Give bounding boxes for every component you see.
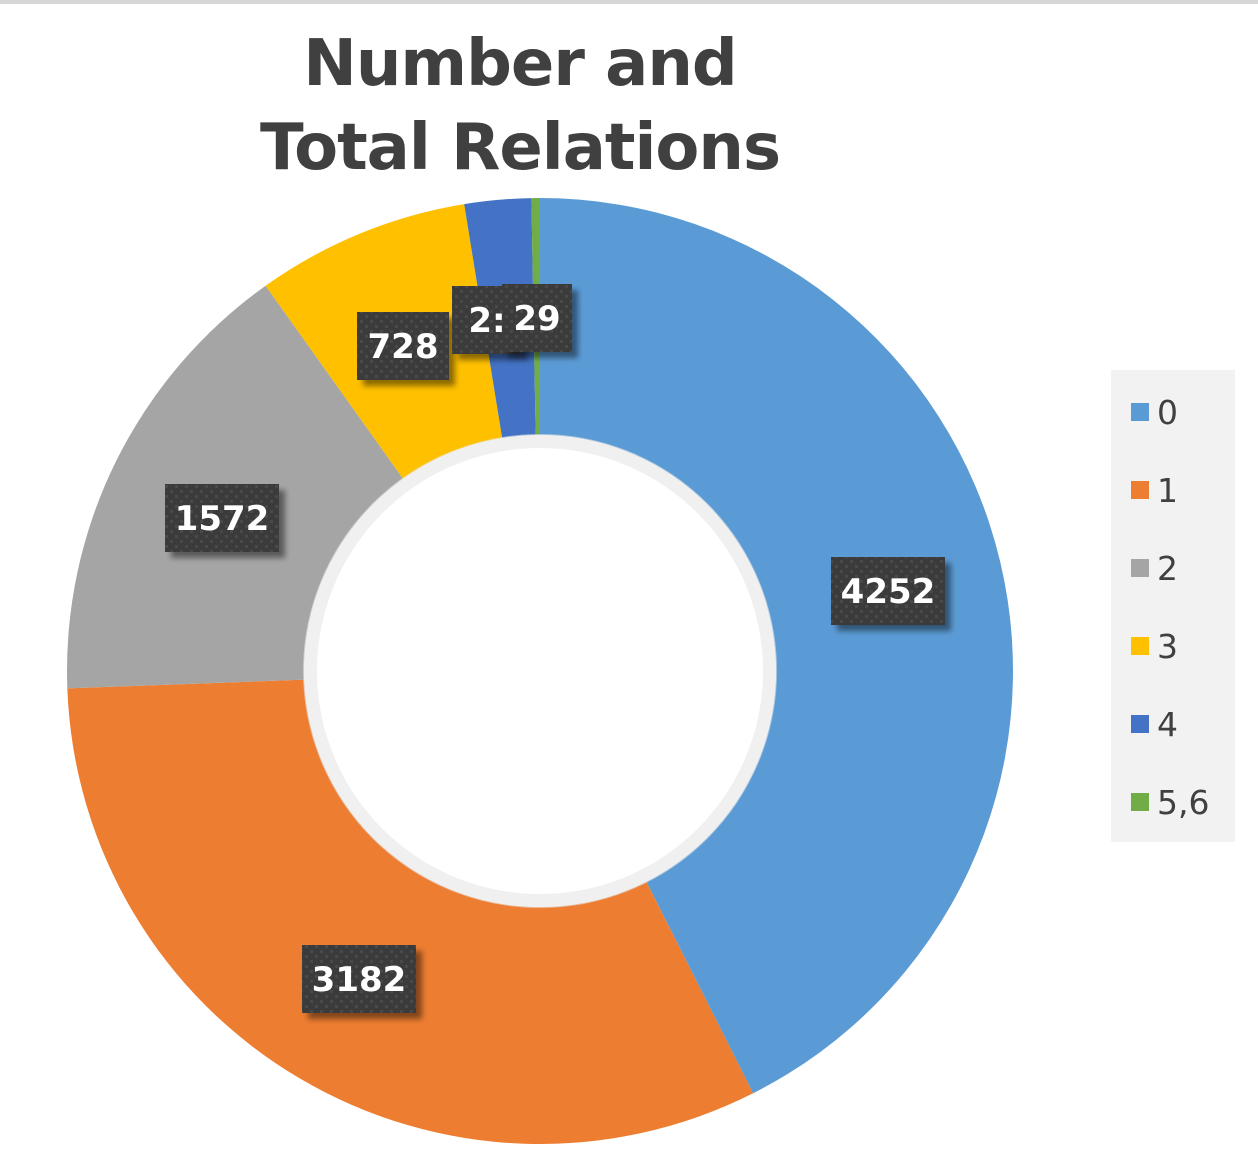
legend-label: 5,6 (1157, 782, 1210, 822)
data-label-3: 728 (357, 312, 449, 380)
top-border (0, 0, 1258, 4)
data-label-5-6: 29 (502, 284, 572, 352)
donut-hole-shadow (303, 434, 777, 908)
legend: 0 1 2 3 4 5,6 (1111, 370, 1235, 842)
data-label-text: 728 (368, 327, 439, 367)
data-label-text: 3182 (312, 960, 407, 1000)
chart-title-line-1: Number and (303, 27, 737, 101)
legend-swatch (1131, 481, 1149, 499)
chart-title: Number and Total Relations (200, 22, 840, 190)
data-label-text: 4252 (841, 572, 936, 612)
legend-item-4: 4 (1131, 704, 1178, 744)
legend-swatch (1131, 637, 1149, 655)
data-label-text: 1572 (175, 499, 270, 539)
legend-label: 2 (1157, 548, 1178, 588)
legend-label: 4 (1157, 704, 1178, 744)
chart-title-line-2: Total Relations (259, 111, 781, 185)
slice-1 (67, 679, 754, 1144)
data-label-2: 1572 (165, 484, 279, 552)
legend-swatch (1131, 403, 1149, 421)
legend-label: 1 (1157, 470, 1178, 510)
donut-hole-fill (304, 435, 776, 907)
legend-item-2: 2 (1131, 548, 1178, 588)
data-label-1: 3182 (302, 945, 416, 1013)
legend-swatch (1131, 793, 1149, 811)
legend-swatch (1131, 715, 1149, 733)
legend-swatch (1131, 559, 1149, 577)
legend-label: 3 (1157, 626, 1178, 666)
data-label-0: 4252 (831, 557, 945, 625)
data-label-text: 2: (468, 301, 505, 341)
data-label-text: 29 (513, 299, 560, 339)
legend-item-5-6: 5,6 (1131, 782, 1209, 822)
slice-0 (540, 198, 1013, 1094)
legend-label: 0 (1157, 392, 1178, 432)
legend-item-3: 3 (1131, 626, 1178, 666)
legend-item-1: 1 (1131, 470, 1178, 510)
legend-item-0: 0 (1131, 392, 1178, 432)
